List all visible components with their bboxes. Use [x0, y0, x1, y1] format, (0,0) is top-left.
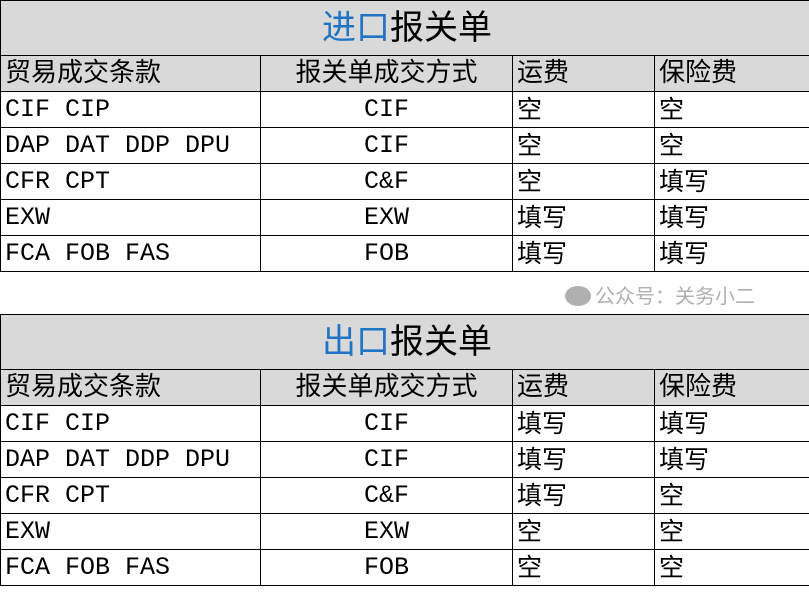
table-row: EXW EXW 空空 — [0, 513, 809, 550]
trade-terms-cell: CFR CPT — [0, 163, 261, 200]
table-row: CFR CPT C&F 空填写 — [0, 163, 809, 200]
trade-terms-cell: CIF CIP — [0, 91, 261, 128]
col-trade-terms: 贸易成交条款 — [0, 369, 261, 406]
insurance-cell: 填写 — [654, 441, 809, 478]
table-row: CIF CIP CIF 空空 — [0, 91, 809, 128]
declaration-method-cell: FOB — [260, 235, 513, 272]
trade-terms-cell: FCA FOB FAS — [0, 549, 261, 586]
table-row: FCA FOB FAS FOB 空空 — [0, 549, 809, 586]
col-insurance: 保险费 — [654, 369, 809, 406]
freight-cell: 填写 — [512, 199, 655, 236]
declaration-method-cell: FOB — [260, 549, 513, 586]
insurance-cell: 填写 — [654, 405, 809, 442]
declaration-method-cell: EXW — [260, 199, 513, 236]
declaration-method-cell: CIF — [260, 441, 513, 478]
insurance-cell: 空 — [654, 549, 809, 586]
freight-cell: 填写 — [512, 477, 655, 514]
export-table: 出口报关单 贸易成交条款 报关单成交方式 运费 保险费 CIF CIP CIF 填写… — [0, 314, 809, 586]
watermark: 公众号：关务小二 — [565, 283, 755, 309]
col-freight: 运费 — [512, 369, 655, 406]
insurance-cell: 填写 — [654, 163, 809, 200]
export-title-prefix: 出口 — [322, 321, 390, 362]
freight-cell: 填写 — [512, 441, 655, 478]
wechat-icon — [565, 286, 591, 306]
trade-terms-cell: DAP DAT DDP DPU — [0, 441, 261, 478]
header-row: 贸易成交条款 报关单成交方式 运费 保险费 — [0, 369, 809, 406]
declaration-method-cell: EXW — [260, 513, 513, 550]
declaration-method-cell: CIF — [260, 405, 513, 442]
freight-cell: 空 — [512, 127, 655, 164]
trade-terms-cell: CFR CPT — [0, 477, 261, 514]
col-insurance: 保险费 — [654, 55, 809, 92]
trade-terms-cell: EXW — [0, 513, 261, 550]
table-row: EXW EXW 填写 填写 — [0, 199, 809, 236]
insurance-cell: 空 — [654, 91, 809, 128]
import-title-prefix: 进口 — [322, 7, 390, 48]
insurance-cell: 空 — [654, 477, 809, 514]
insurance-cell: 空 — [654, 513, 809, 550]
table-row: CIF CIP CIF 填写 填写 — [0, 405, 809, 442]
freight-cell: 填写 — [512, 405, 655, 442]
import-table: 进口报关单 贸易成交条款 报关单成交方式 运费 保险费 CIF CIP CIF 空空… — [0, 0, 809, 272]
trade-terms-cell: EXW — [0, 199, 261, 236]
freight-cell: 空 — [512, 549, 655, 586]
insurance-cell: 空 — [654, 127, 809, 164]
table-row: CFR CPT C&F 填写空 — [0, 477, 809, 514]
export-title: 出口报关单 — [0, 314, 809, 370]
export-title-suffix: 报关单 — [390, 321, 492, 362]
table-row: FCA FOB FAS FOB 填写 填写 — [0, 235, 809, 272]
table-row: DAP DAT DDP DPU CIF 空空 — [0, 127, 809, 164]
trade-terms-cell: FCA FOB FAS — [0, 235, 261, 272]
import-title-suffix: 报关单 — [390, 7, 492, 48]
declaration-method-cell: C&F — [260, 477, 513, 514]
col-declaration-method: 报关单成交方式 — [260, 369, 513, 406]
col-declaration-method: 报关单成交方式 — [260, 55, 513, 92]
insurance-cell: 填写 — [654, 235, 809, 272]
watermark-text: 公众号：关务小二 — [595, 284, 755, 308]
declaration-method-cell: CIF — [260, 127, 513, 164]
col-trade-terms: 贸易成交条款 — [0, 55, 261, 92]
header-row: 贸易成交条款 报关单成交方式 运费 保险费 — [0, 55, 809, 92]
declaration-method-cell: C&F — [260, 163, 513, 200]
import-title: 进口报关单 — [0, 0, 809, 56]
insurance-cell: 填写 — [654, 199, 809, 236]
trade-terms-cell: CIF CIP — [0, 405, 261, 442]
col-freight: 运费 — [512, 55, 655, 92]
declaration-method-cell: CIF — [260, 91, 513, 128]
freight-cell: 空 — [512, 163, 655, 200]
trade-terms-cell: DAP DAT DDP DPU — [0, 127, 261, 164]
table-row: DAP DAT DDP DPU CIF 填写 填写 — [0, 441, 809, 478]
freight-cell: 填写 — [512, 235, 655, 272]
freight-cell: 空 — [512, 91, 655, 128]
freight-cell: 空 — [512, 513, 655, 550]
